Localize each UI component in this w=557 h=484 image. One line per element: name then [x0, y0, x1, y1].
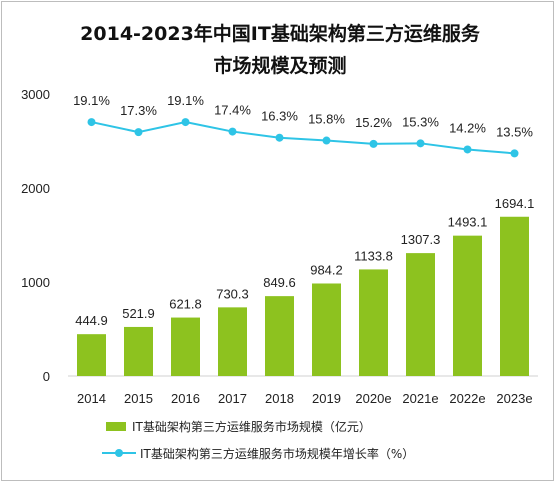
bar: [77, 334, 106, 376]
line-value-label: 17.4%: [214, 103, 251, 118]
bar-value-label: 984.2: [310, 262, 343, 277]
legend-bar-label: IT基础架构第三方运维服务市场规模（亿元）: [132, 419, 371, 434]
bar-value-label: 1493.1: [448, 215, 488, 230]
line-point: [463, 145, 472, 154]
bar-value-label: 730.3: [216, 286, 249, 301]
chart-title-line-1: 2014-2023年中国IT基础架构第三方运维服务: [80, 22, 481, 45]
line-point: [369, 139, 378, 148]
chart-title-line-2: 市场规模及预测: [213, 54, 346, 77]
x-axis: 2014 2015 2016 2017 2018 2019 2020e 2021e 2022e 2…: [77, 391, 533, 406]
line-value-label: 14.2%: [449, 120, 486, 135]
line-point: [322, 136, 331, 145]
bar-data-labels: 444.9 521.9 621.8 730.3 849.6 984.2 1133.8 1307…: [75, 196, 534, 328]
line-value-label: 15.2%: [355, 115, 392, 130]
line-value-label: 19.1%: [167, 93, 204, 108]
line-value-label: 13.5%: [496, 124, 533, 139]
y-tick-label: 3000: [21, 87, 50, 102]
bar: [312, 283, 341, 376]
legend-bar-swatch: [106, 422, 126, 431]
x-tick-label: 2023e: [496, 391, 532, 406]
bar: [171, 317, 200, 376]
line-point: [181, 118, 190, 127]
x-tick-label: 2014: [77, 391, 106, 406]
bar-series: [77, 216, 529, 376]
line-value-label: 16.3%: [261, 109, 298, 124]
bar: [500, 216, 529, 376]
x-tick-label: 2015: [124, 391, 153, 406]
line-value-label: 19.1%: [73, 93, 110, 108]
x-tick-label: 2019: [312, 391, 341, 406]
line-value-label: 17.3%: [120, 103, 157, 118]
bar: [218, 307, 247, 376]
y-axis: 0 1000 2000 3000: [21, 87, 50, 384]
bar-value-label: 444.9: [75, 313, 108, 328]
growth-rate-line: [91, 121, 515, 155]
line-point: [134, 128, 143, 137]
x-tick-label: 2018: [265, 391, 294, 406]
legend: IT基础架构第三方运维服务市场规模（亿元） IT基础架构第三方运维服务市场规模年…: [102, 419, 414, 461]
bar: [359, 269, 388, 376]
legend-line-label: IT基础架构第三方运维服务市场规模年增长率（%）: [140, 446, 414, 461]
x-tick-label: 2016: [171, 391, 200, 406]
bar-value-label: 621.8: [169, 297, 202, 312]
bar-value-label: 521.9: [122, 306, 155, 321]
y-tick-label: 2000: [21, 181, 50, 196]
bar-value-label: 1307.3: [401, 232, 441, 247]
line-point: [228, 127, 237, 136]
line-value-label: 15.8%: [308, 112, 345, 127]
line-point: [87, 118, 96, 127]
line-point: [416, 139, 425, 148]
bar-value-label: 1133.8: [354, 248, 393, 263]
y-tick-label: 1000: [21, 275, 50, 290]
bar-value-label: 849.6: [263, 275, 296, 290]
line-point: [275, 133, 284, 142]
x-tick-label: 2022e: [449, 391, 485, 406]
bar: [453, 235, 482, 376]
line-series: [87, 118, 519, 158]
line-data-labels: 19.1% 17.3% 19.1% 17.4% 16.3% 15.8% 15.2% 15.3%…: [73, 93, 533, 139]
bar-value-label: 1694.1: [495, 196, 535, 211]
y-tick-label: 0: [43, 369, 50, 384]
x-tick-label: 2020e: [355, 391, 391, 406]
x-tick-label: 2017: [218, 391, 247, 406]
x-tick-label: 2021e: [402, 391, 438, 406]
line-point: [510, 149, 519, 158]
bar: [124, 326, 153, 376]
bar: [265, 296, 294, 376]
bar: [406, 253, 435, 376]
line-value-label: 15.3%: [402, 114, 439, 129]
legend-line-marker: [115, 449, 123, 457]
